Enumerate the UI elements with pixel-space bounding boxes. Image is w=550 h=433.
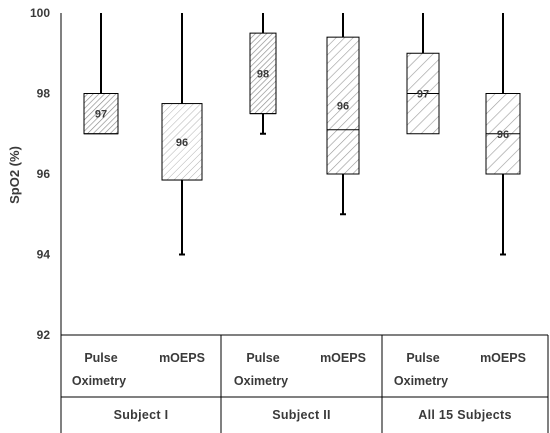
data-label: 97 [95,109,107,121]
group-label: All 15 Subjects [418,408,511,422]
y-tick-labels: 92 94 96 98 100 [30,6,50,342]
x-category-labels: Pulse Oximetry mOEPS Subject I Pulse Oximetry… [72,351,526,422]
data-label: 98 [257,68,269,80]
box-body [161,103,203,181]
y-tick-label: 96 [37,167,51,181]
data-label: 96 [176,137,188,149]
box-body [326,36,360,175]
data-label: 96 [497,129,509,141]
category-label: Oximetry [234,374,288,388]
y-tick-label: 98 [37,87,51,101]
box: 96 [161,13,203,256]
y-tick-label: 100 [30,6,50,20]
category-label: mOEPS [480,351,526,365]
group-label: Subject I [114,408,169,422]
y-axis-title: SpO2 (%) [7,146,22,204]
category-label: mOEPS [159,351,205,365]
box: 98 [249,13,277,135]
category-label: Pulse [246,351,279,365]
box: 97 [406,13,440,135]
group-label: Subject II [272,408,331,422]
category-label: Oximetry [394,374,448,388]
data-label: 97 [417,89,429,101]
y-tick-label: 94 [37,248,51,262]
boxes: 97 96 98 96 97 96 [83,13,521,256]
data-label: 96 [337,101,349,113]
category-label: Pulse [406,351,439,365]
category-label: Oximetry [72,374,126,388]
box-body [83,93,119,135]
y-tick-label: 92 [37,328,51,342]
box: 96 [485,13,521,256]
axes [60,13,549,433]
box: 97 [83,13,119,135]
category-label: Pulse [84,351,117,365]
category-label: mOEPS [320,351,366,365]
box: 96 [326,13,360,216]
